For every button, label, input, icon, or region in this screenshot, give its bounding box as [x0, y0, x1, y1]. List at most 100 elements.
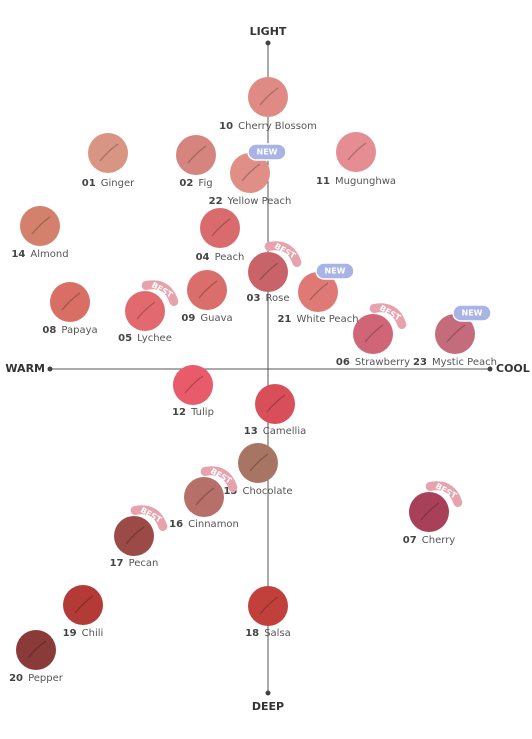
swatch-texture — [184, 375, 204, 394]
swatch — [50, 282, 90, 322]
badge-text: NEW — [462, 309, 483, 318]
axis-dot — [265, 40, 271, 46]
swatch-label: 21 White Peach — [277, 309, 358, 328]
swatch-name: Yellow Peach — [227, 196, 292, 207]
swatch — [248, 77, 288, 117]
swatch-texture — [74, 595, 94, 614]
swatch-texture — [249, 453, 269, 472]
swatch — [187, 270, 227, 310]
swatch-texture — [136, 301, 156, 320]
badge-arc — [141, 280, 179, 306]
swatch-name: Peach — [215, 252, 245, 263]
swatch-label: 10 Cherry Blossom — [219, 116, 317, 135]
swatch-texture — [420, 502, 440, 521]
swatch-number: 13 — [244, 426, 258, 437]
swatch-texture — [27, 640, 47, 659]
swatch-name: Lychee — [137, 333, 172, 344]
swatch-texture — [446, 324, 466, 343]
badge-arc — [130, 505, 168, 531]
swatch-texture — [211, 218, 231, 237]
swatch-label: 06 Strawberry — [336, 352, 410, 371]
swatch — [88, 133, 128, 173]
swatch-number: 12 — [172, 407, 186, 418]
swatch-texture — [259, 87, 279, 106]
swatch-name: Cinnamon — [188, 519, 239, 530]
swatch-label: 11 Mugunghwa — [316, 171, 396, 190]
swatch-label: 08 Papaya — [42, 320, 97, 339]
axis-dot — [265, 690, 271, 696]
swatch — [20, 206, 60, 246]
swatch-texture — [187, 145, 207, 164]
swatch — [173, 365, 213, 405]
swatch-label: 05 Lychee — [118, 328, 172, 347]
swatch — [409, 492, 449, 532]
swatch-label: 16 Cinnamon — [169, 514, 239, 533]
swatch — [16, 630, 56, 670]
swatch-number: 11 — [316, 176, 330, 187]
swatch-name: Guava — [200, 313, 232, 324]
swatch — [238, 443, 278, 483]
swatch-name: Fig — [198, 178, 212, 189]
badge-text: NEW — [257, 148, 278, 157]
swatch-texture — [309, 282, 329, 301]
swatch-number: 02 — [179, 178, 193, 189]
swatch-label: 18 Salsa — [245, 623, 291, 642]
badge — [452, 304, 492, 322]
swatch-number: 21 — [277, 314, 291, 325]
swatch-name: Almond — [30, 249, 68, 260]
axis-label-bottom: DEEP — [252, 700, 284, 713]
swatch — [435, 314, 475, 354]
swatch-number: 08 — [42, 325, 56, 336]
swatch-name: Mystic Peach — [432, 357, 497, 368]
swatch-name: White Peach — [296, 314, 358, 325]
swatch-number: 23 — [413, 357, 427, 368]
swatch-label: 04 Peach — [196, 247, 245, 266]
axis-label-top: LIGHT — [250, 25, 287, 38]
swatch — [114, 516, 154, 556]
swatch-label: 09 Guava — [181, 308, 232, 327]
swatch-name: Papaya — [61, 325, 97, 336]
swatch-texture — [259, 596, 279, 615]
swatch — [184, 477, 224, 517]
swatch-number: 16 — [169, 519, 183, 530]
swatch — [255, 384, 295, 424]
swatch-number: 17 — [110, 558, 124, 569]
swatch — [298, 272, 338, 312]
swatch-number: 15 — [223, 486, 237, 497]
swatch-number: 09 — [181, 313, 195, 324]
swatch-number: 18 — [245, 628, 259, 639]
swatch-label: 23 Mystic Peach — [413, 352, 497, 371]
swatch-texture — [61, 292, 81, 311]
swatch — [63, 585, 103, 625]
swatch — [200, 208, 240, 248]
swatch-label: 20 Pepper — [9, 668, 64, 687]
swatch-texture — [125, 526, 145, 545]
axis-label-left: WARM — [5, 362, 45, 375]
swatch — [353, 314, 393, 354]
swatch-name: Pepper — [28, 673, 64, 684]
swatch-number: 20 — [9, 673, 23, 684]
swatch-label: 01 Ginger — [82, 173, 135, 192]
swatch-name: Cherry Blossom — [238, 121, 317, 132]
axis-dot — [487, 366, 493, 372]
swatch-texture — [364, 324, 384, 343]
swatch — [125, 291, 165, 331]
axis-label-right: COOL — [496, 362, 530, 375]
swatch-texture — [99, 143, 119, 162]
swatch-name: Chocolate — [242, 486, 292, 497]
badge — [247, 143, 287, 161]
swatch-label: 02 Fig — [179, 173, 212, 192]
swatch-label: 13 Camellia — [244, 421, 306, 440]
swatch-name: Ginger — [101, 178, 135, 189]
swatch-number: 22 — [209, 196, 223, 207]
swatch-name: Pecan — [129, 558, 159, 569]
axis-dot — [47, 366, 53, 372]
swatch-label: 19 Chili — [63, 623, 104, 642]
swatch-label: 22 Yellow Peach — [209, 191, 292, 210]
swatch-label: 15 Chocolate — [223, 481, 292, 500]
swatch-name: Strawberry — [355, 357, 410, 368]
swatch-number: 07 — [403, 535, 417, 546]
swatch-label: 12 Tulip — [172, 402, 214, 421]
swatch-number: 05 — [118, 333, 132, 344]
